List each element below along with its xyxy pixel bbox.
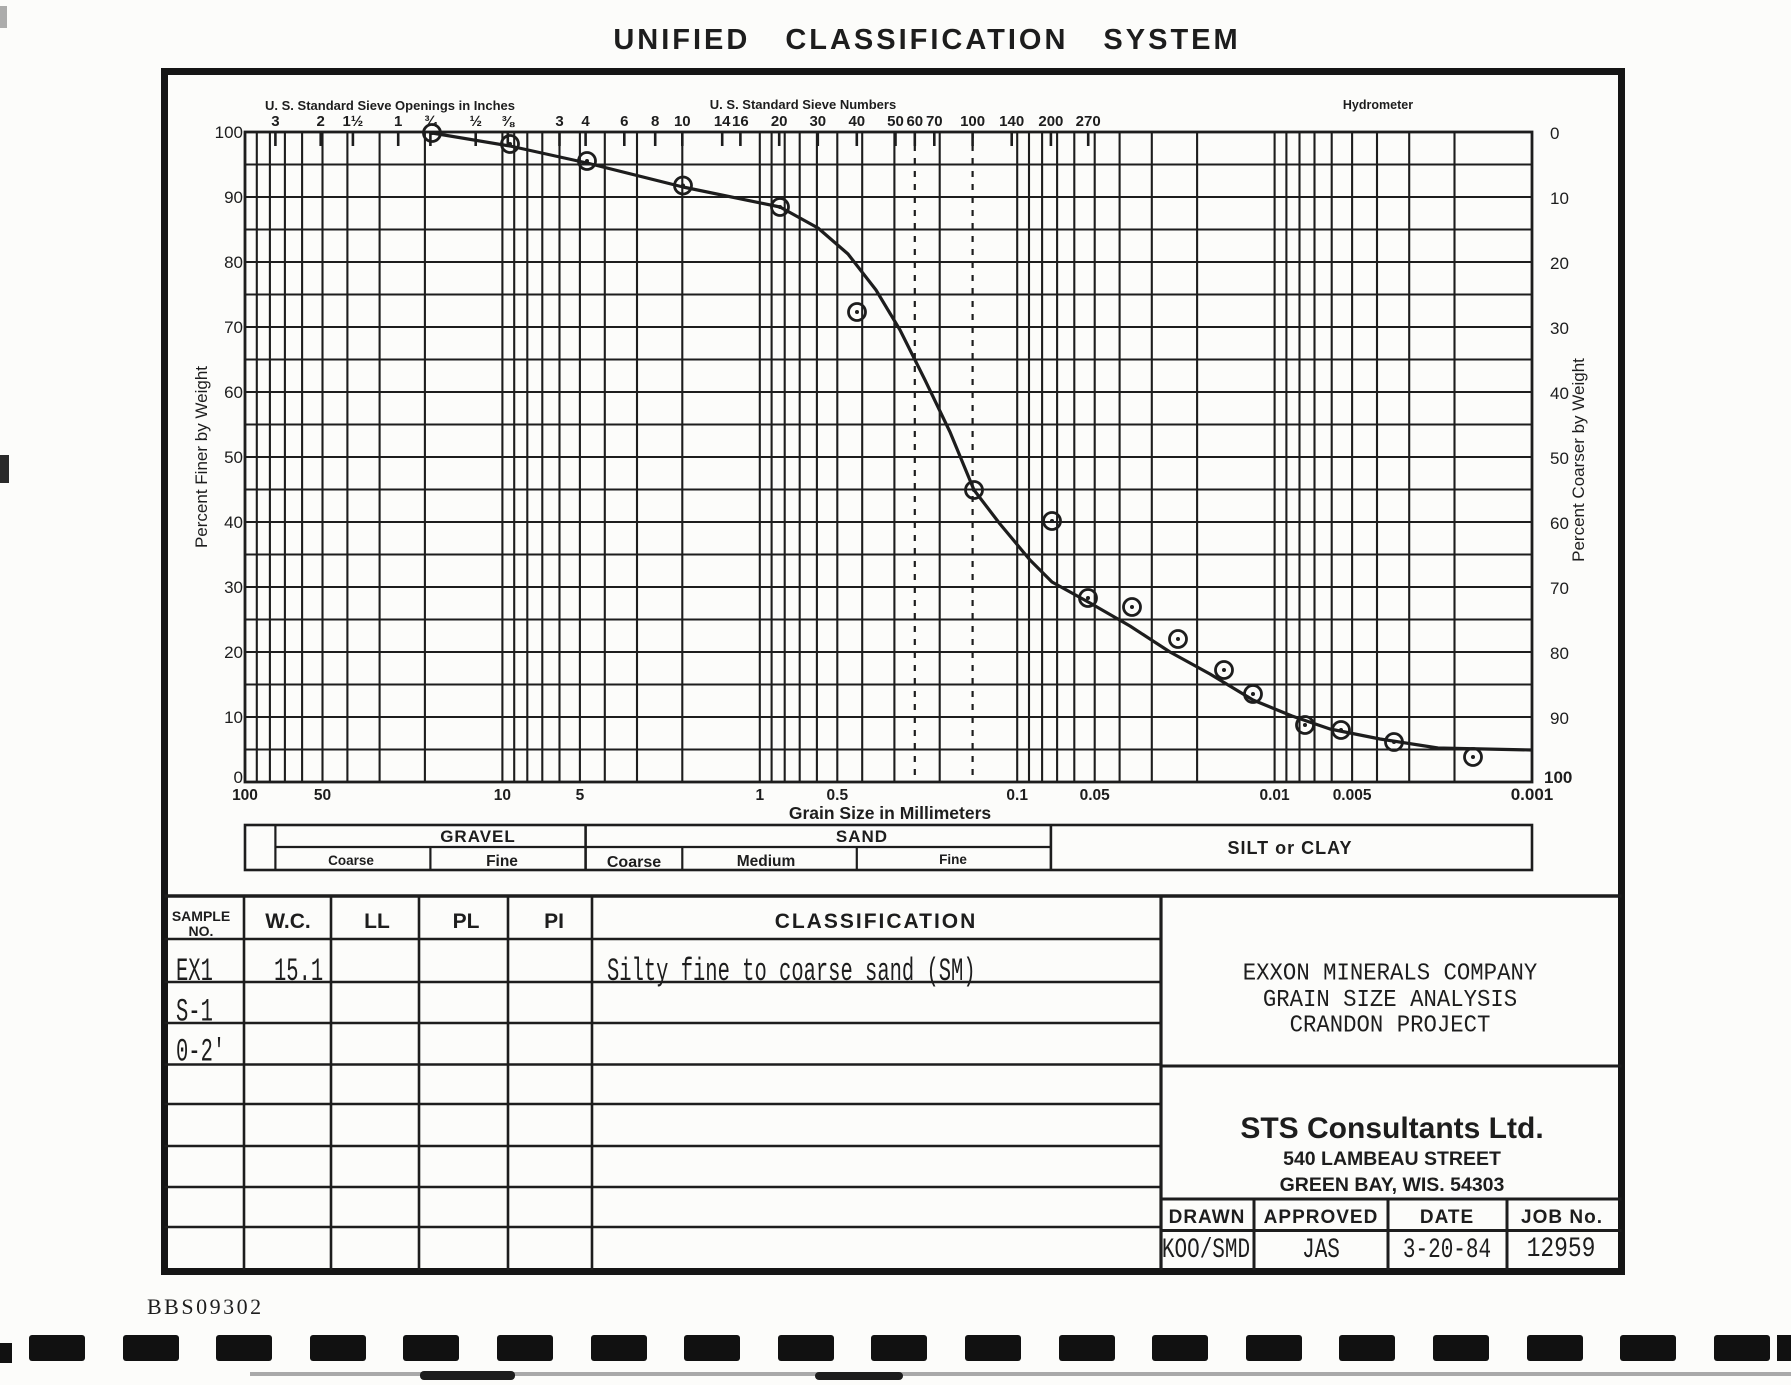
- svg-text:0: 0: [234, 768, 243, 787]
- svg-text:30: 30: [1550, 319, 1569, 338]
- svg-text:3-20-84: 3-20-84: [1403, 1234, 1491, 1266]
- svg-text:50: 50: [1550, 449, 1569, 468]
- svg-text:JAS: JAS: [1302, 1234, 1340, 1266]
- svg-text:PI: PI: [544, 910, 564, 933]
- svg-text:50: 50: [887, 113, 904, 130]
- svg-text:EX1: EX1: [176, 955, 213, 991]
- svg-text:60: 60: [1550, 514, 1569, 533]
- svg-text:Coarse: Coarse: [328, 853, 374, 868]
- svg-text:10: 10: [494, 787, 511, 804]
- svg-text:KOO/SMD: KOO/SMD: [1162, 1234, 1250, 1266]
- svg-text:12959: 12959: [1527, 1233, 1596, 1265]
- svg-text:270: 270: [1076, 113, 1101, 130]
- svg-text:0.005: 0.005: [1333, 787, 1372, 804]
- svg-text:1: 1: [755, 787, 764, 804]
- svg-text:Grain Size in Millimeters: Grain Size in Millimeters: [789, 803, 992, 823]
- svg-text:LL: LL: [364, 910, 390, 933]
- svg-text:DATE: DATE: [1420, 1207, 1474, 1228]
- svg-text:SAMPLE: SAMPLE: [172, 908, 230, 924]
- svg-text:½: ½: [469, 113, 482, 130]
- svg-text:50: 50: [224, 448, 243, 467]
- svg-text:80: 80: [1550, 644, 1569, 663]
- svg-text:Medium: Medium: [737, 853, 796, 870]
- svg-text:100: 100: [960, 113, 985, 130]
- svg-text:SILT or CLAY: SILT or CLAY: [1227, 838, 1352, 858]
- svg-text:30: 30: [224, 578, 243, 597]
- svg-text:4: 4: [581, 113, 590, 130]
- svg-text:0.1: 0.1: [1006, 787, 1028, 804]
- svg-text:APPROVED: APPROVED: [1264, 1207, 1379, 1228]
- svg-text:30: 30: [809, 113, 826, 130]
- svg-text:S-1: S-1: [176, 995, 213, 1031]
- svg-text:70: 70: [224, 318, 243, 337]
- svg-text:140: 140: [999, 113, 1024, 130]
- svg-text:STS Consultants Ltd.: STS Consultants Ltd.: [1240, 1112, 1543, 1145]
- svg-text:15.1: 15.1: [274, 955, 323, 991]
- svg-text:90: 90: [224, 188, 243, 207]
- svg-text:0.001: 0.001: [1511, 785, 1554, 804]
- svg-text:90: 90: [1550, 709, 1569, 728]
- svg-text:Hydrometer: Hydrometer: [1343, 98, 1413, 112]
- svg-text:2: 2: [317, 113, 325, 130]
- svg-text:U. S. Standard Sieve Openings: U. S. Standard Sieve Openings in Inches: [265, 98, 515, 113]
- svg-text:Percent Finer by Weight: Percent Finer by Weight: [192, 366, 211, 548]
- svg-text:Percent Coarser by Weight: Percent Coarser by Weight: [1569, 358, 1588, 562]
- svg-text:UNIFIED CLASSIFICATION SYSTE: UNIFIED CLASSIFICATION SYSTEM: [613, 24, 1240, 56]
- svg-text:U. S. Standard Sieve Numbers: U. S. Standard Sieve Numbers: [710, 97, 896, 112]
- svg-text:1: 1: [394, 113, 402, 130]
- svg-text:8: 8: [651, 113, 659, 130]
- svg-text:3: 3: [555, 113, 563, 130]
- svg-text:PL: PL: [453, 910, 480, 933]
- svg-text:NO.: NO.: [189, 923, 214, 939]
- svg-text:14: 14: [714, 113, 731, 130]
- svg-text:0.05: 0.05: [1080, 787, 1111, 804]
- svg-text:540 LAMBEAU STREET: 540 LAMBEAU STREET: [1283, 1148, 1501, 1170]
- svg-text:W.C.: W.C.: [265, 910, 311, 933]
- svg-text:EXXON MINERALS COMPANY: EXXON MINERALS COMPANY: [1243, 960, 1538, 987]
- svg-text:40: 40: [224, 513, 243, 532]
- svg-text:5: 5: [576, 787, 585, 804]
- svg-text:Fine: Fine: [939, 852, 967, 867]
- svg-text:0-2': 0-2': [176, 1035, 225, 1071]
- svg-text:60: 60: [224, 383, 243, 402]
- svg-text:70: 70: [926, 113, 943, 130]
- svg-text:Fine: Fine: [486, 853, 518, 870]
- svg-text:1½: 1½: [342, 113, 363, 130]
- svg-text:16: 16: [732, 113, 749, 130]
- svg-text:CLASSIFICATION: CLASSIFICATION: [775, 910, 978, 933]
- svg-text:200: 200: [1038, 113, 1063, 130]
- svg-text:20: 20: [771, 113, 788, 130]
- svg-text:10: 10: [224, 708, 243, 727]
- svg-text:CRANDON PROJECT: CRANDON PROJECT: [1290, 1012, 1491, 1039]
- svg-text:BBS09302: BBS09302: [147, 1294, 264, 1319]
- svg-text:40: 40: [848, 113, 865, 130]
- svg-text:40: 40: [1550, 384, 1569, 403]
- svg-text:⅜: ⅜: [502, 113, 516, 130]
- svg-text:6: 6: [620, 113, 628, 130]
- svg-text:50: 50: [314, 787, 331, 804]
- svg-text:100: 100: [215, 123, 243, 142]
- svg-text:20: 20: [224, 643, 243, 662]
- svg-text:JOB No.: JOB No.: [1521, 1207, 1603, 1228]
- svg-text:Silty fine to coarse sand (SM): Silty fine to coarse sand (SM): [607, 955, 976, 991]
- svg-text:10: 10: [1550, 189, 1569, 208]
- svg-text:SAND: SAND: [836, 827, 888, 846]
- svg-text:GRAIN SIZE ANALYSIS: GRAIN SIZE ANALYSIS: [1263, 986, 1517, 1013]
- svg-text:80: 80: [224, 253, 243, 272]
- svg-text:DRAWN: DRAWN: [1169, 1207, 1246, 1228]
- svg-text:10: 10: [674, 113, 691, 130]
- svg-text:GREEN BAY, WIS. 54303: GREEN BAY, WIS. 54303: [1280, 1174, 1505, 1196]
- svg-text:100: 100: [1544, 768, 1572, 787]
- svg-text:Coarse: Coarse: [607, 854, 661, 871]
- svg-text:100: 100: [232, 787, 258, 804]
- svg-text:3: 3: [271, 113, 279, 130]
- svg-text:20: 20: [1550, 254, 1569, 273]
- svg-text:0.01: 0.01: [1260, 787, 1291, 804]
- svg-text:60: 60: [906, 113, 923, 130]
- svg-text:70: 70: [1550, 579, 1569, 598]
- svg-text:0.5: 0.5: [827, 787, 849, 804]
- svg-text:GRAVEL: GRAVEL: [440, 827, 516, 846]
- svg-text:0: 0: [1550, 124, 1559, 143]
